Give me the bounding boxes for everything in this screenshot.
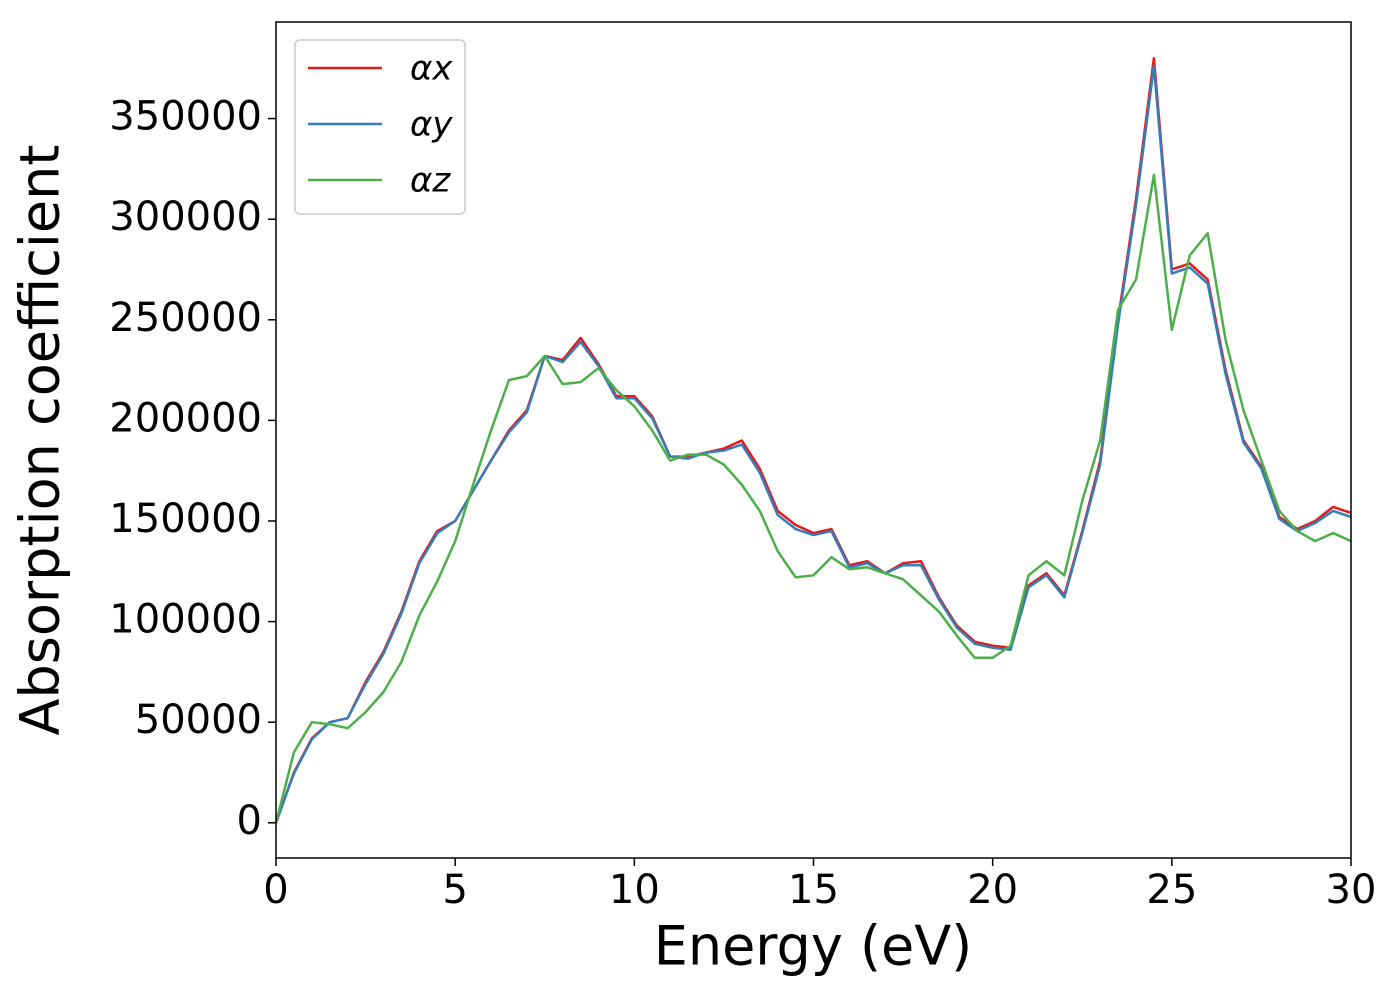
y-tick-label: 50000 — [135, 697, 262, 743]
x-tick-label: 10 — [609, 867, 660, 913]
x-tick-label: 15 — [788, 867, 839, 913]
y-tick-label: 300000 — [109, 194, 262, 240]
x-axis-label: Energy (eV) — [654, 915, 973, 978]
series-line — [274, 173, 1352, 824]
y-tick-label: 150000 — [109, 496, 262, 542]
x-tick-label: 25 — [1146, 867, 1197, 913]
plot-frame — [275, 21, 1352, 859]
x-tick-label: 20 — [967, 867, 1018, 913]
x-tick-label: 5 — [442, 867, 467, 913]
y-tick-label: 200000 — [109, 395, 262, 441]
y-tick-label: 350000 — [109, 94, 262, 140]
legend-label: αx — [410, 49, 453, 89]
legend-label: αz — [410, 161, 451, 201]
y-tick-label: 0 — [237, 798, 262, 844]
x-tick-label: 30 — [1326, 867, 1377, 913]
series-line — [274, 65, 1352, 824]
y-axis-label: Absorption coefficient — [9, 145, 72, 736]
legend-label: αy — [410, 105, 453, 145]
legend-box — [294, 39, 466, 215]
y-tick-label: 100000 — [109, 597, 262, 643]
x-tick-label: 0 — [263, 867, 288, 913]
y-tick-label: 250000 — [109, 295, 262, 341]
